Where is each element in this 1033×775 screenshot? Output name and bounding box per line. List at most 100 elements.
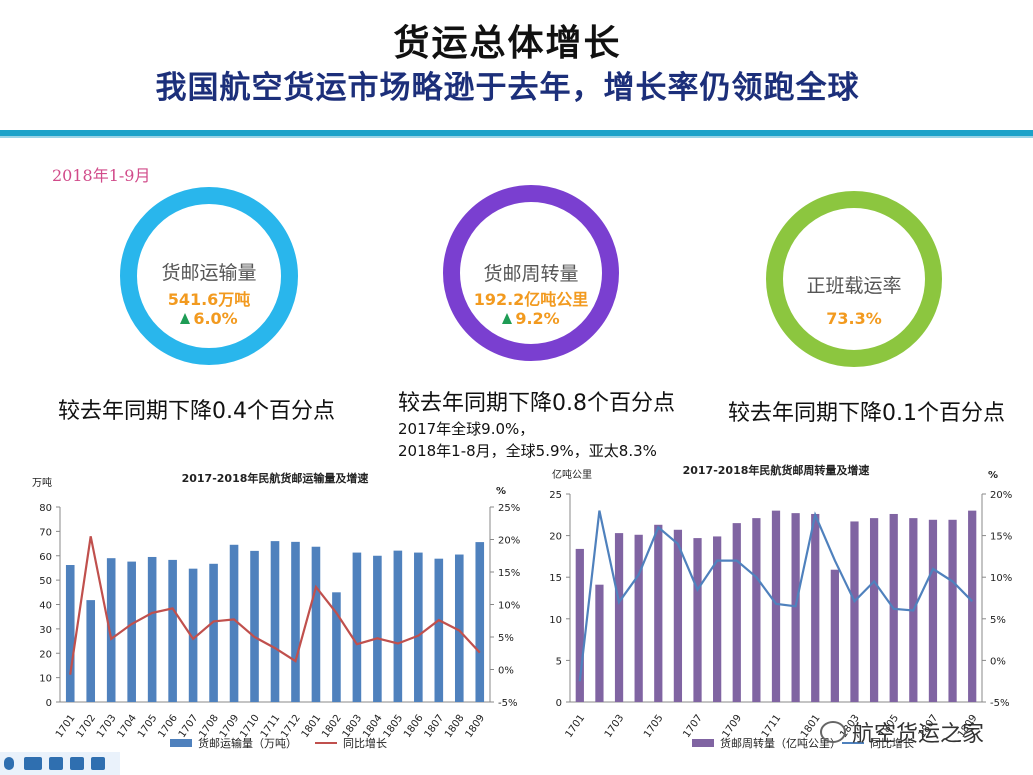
kpi-label-load-factor: 正班载运率	[806, 275, 902, 297]
bar	[968, 510, 977, 702]
bar	[654, 524, 663, 702]
page-subtitle: 我国航空货运市场略逊于去年，增长率仍领跑全球	[155, 70, 860, 106]
bar	[106, 558, 116, 702]
x-tick-label: 1711	[259, 713, 283, 740]
bar	[373, 555, 382, 702]
x-tick-label: 1707	[681, 713, 705, 740]
y2-tick-label: -5%	[990, 698, 1009, 709]
bar	[869, 518, 879, 702]
watermark-text: 航空货运之家	[852, 722, 985, 747]
x-tick-label: 1712	[279, 713, 303, 740]
x-tick-label: 1802	[320, 713, 344, 740]
x-tick-label: 1709	[218, 713, 242, 740]
x-tick-label: 1807	[423, 713, 447, 740]
kpi-growth-value: 6.0%	[193, 309, 238, 328]
y-tick-label: 10	[39, 674, 52, 685]
bar	[209, 563, 218, 702]
y-tick-label: 20	[549, 532, 562, 543]
bar	[673, 529, 683, 702]
kpi-value-cargo-volume: 541.6万吨	[167, 290, 251, 309]
legend-label-line: 同比增长	[343, 736, 387, 750]
bar	[634, 534, 643, 702]
y-tick-label: 80	[39, 503, 52, 514]
y-axis-label: 亿吨公里	[552, 468, 592, 481]
y-tick-label: 50	[39, 576, 52, 587]
user-icon[interactable]	[49, 757, 63, 770]
bar	[65, 565, 75, 702]
y2-tick-label: 0%	[498, 666, 514, 677]
x-tick-label: 1707	[177, 713, 201, 740]
chart-title: 2017-2018年民航货邮运输量及增速	[182, 471, 369, 485]
x-tick-label: 1804	[361, 713, 385, 740]
y2-tick-label: 10%	[990, 573, 1012, 584]
y-axis-label: 万吨	[32, 476, 52, 489]
kpi-value-cargo-turnover: 192.2亿吨公里	[473, 290, 589, 309]
period-label: 2018年1-9月	[52, 166, 151, 185]
bar	[595, 584, 604, 702]
y2-axis-label: %	[496, 486, 506, 497]
growth-line	[69, 536, 481, 675]
bar	[352, 552, 362, 702]
shirt-icon[interactable]	[70, 757, 84, 770]
x-tick-label: 1711	[760, 713, 784, 740]
y2-tick-label: 20%	[990, 490, 1012, 501]
bar	[311, 546, 321, 702]
kpi-label-cargo-volume: 货邮运输量	[161, 262, 257, 284]
y-tick-label: 30	[39, 625, 52, 636]
keyboard-icon[interactable]	[24, 757, 42, 770]
y2-tick-label: 10%	[498, 601, 520, 612]
x-tick-label: 1701	[54, 713, 78, 740]
bar	[229, 544, 239, 702]
x-tick-label: 1705	[136, 713, 160, 740]
bar	[434, 558, 444, 702]
page-title: 货运总体增长	[393, 23, 622, 64]
microphone-icon[interactable]	[4, 757, 14, 770]
bar	[332, 592, 341, 702]
x-tick-label: 1702	[74, 713, 98, 740]
bar	[575, 548, 584, 702]
bar	[250, 550, 259, 702]
y-tick-label: 10	[549, 615, 562, 626]
bar	[291, 541, 300, 702]
growth-line	[578, 510, 973, 682]
bar	[771, 510, 781, 702]
bar	[713, 536, 722, 702]
bar	[614, 533, 624, 702]
y2-tick-label: 20%	[498, 536, 520, 547]
y-tick-label: 20	[39, 649, 52, 660]
bar	[732, 523, 741, 702]
grid-icon[interactable]	[91, 757, 105, 770]
x-tick-label: 1710	[238, 713, 262, 740]
x-tick-label: 1706	[156, 713, 180, 740]
kpi-label-cargo-turnover: 货邮周转量	[483, 263, 579, 285]
bar	[414, 552, 423, 702]
kpi-growth-cargo-turnover: 9.2%	[453, 309, 609, 328]
header-divider-light	[0, 136, 1033, 138]
x-tick-label: 1708	[197, 713, 221, 740]
x-tick-label: 1803	[341, 713, 365, 740]
legend-swatch-bar	[170, 739, 192, 747]
bar	[850, 521, 859, 702]
x-tick-label: 1801	[300, 713, 324, 740]
bar	[475, 542, 485, 702]
kpi-growth-value: 9.2%	[515, 309, 560, 328]
bar	[948, 519, 957, 702]
x-tick-label: 1805	[382, 713, 406, 740]
y2-tick-label: 5%	[498, 633, 514, 644]
bar	[147, 556, 157, 702]
bar	[454, 554, 464, 702]
x-tick-label: 1704	[115, 713, 139, 740]
y-tick-label: 25	[549, 490, 562, 501]
bar	[811, 513, 820, 702]
y2-tick-label: 15%	[498, 568, 520, 579]
y-tick-label: 60	[39, 552, 52, 563]
global-growth-note-2: 2018年1-8月，全球5.9%，亚太8.3%	[398, 442, 657, 460]
watermark: 航空货运之家	[820, 716, 984, 748]
x-tick-label: 1808	[443, 713, 467, 740]
chart-title: 2017-2018年民航货邮周转量及增速	[683, 463, 870, 477]
bar	[270, 541, 280, 702]
wechat-icon	[820, 721, 846, 743]
y2-tick-label: 0%	[990, 656, 1006, 667]
y2-axis-label: %	[988, 470, 998, 481]
kpi-growth-cargo-volume: 6.0%	[130, 309, 288, 328]
